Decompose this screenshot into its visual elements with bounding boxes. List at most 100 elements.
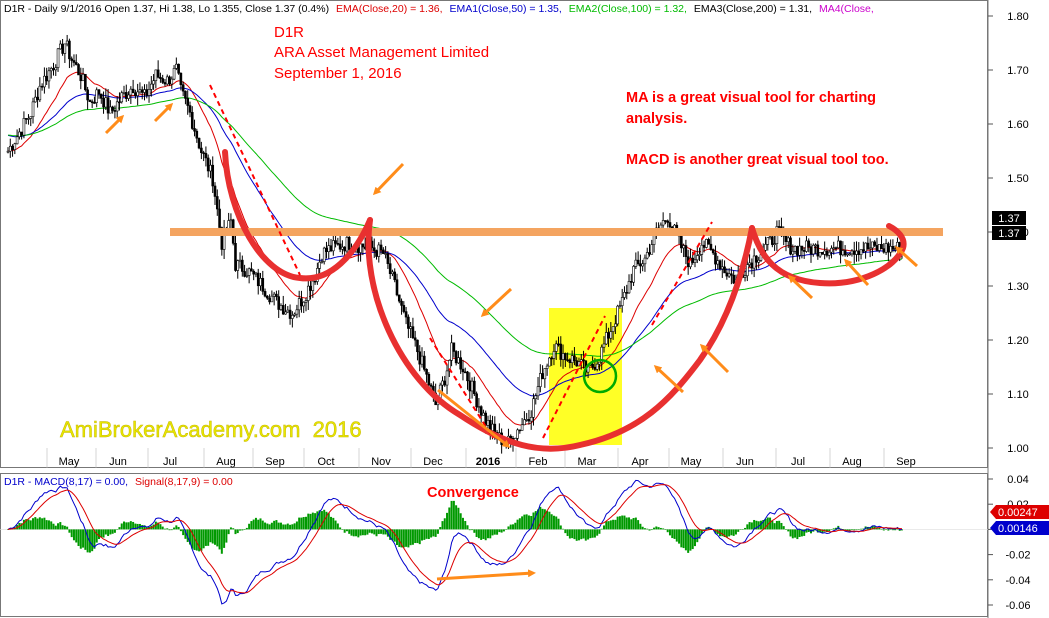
candle-body xyxy=(177,63,180,74)
candle-body xyxy=(684,245,688,258)
candle-body xyxy=(746,264,749,277)
x-tick-label: Mar xyxy=(578,456,597,468)
macd-hist-bar xyxy=(534,511,537,530)
macd-hist-bar xyxy=(409,529,412,546)
candle-body xyxy=(343,246,346,252)
candle-body xyxy=(866,242,870,250)
macd-hist-bar xyxy=(687,529,690,553)
macd-hist-bar xyxy=(43,517,46,530)
macd-hist-bar xyxy=(466,525,469,530)
macd-hist-bar xyxy=(803,529,806,536)
macd-hist-bar xyxy=(75,529,78,543)
candle-body xyxy=(175,63,178,69)
macd-hist-bar xyxy=(143,525,146,530)
candle-body xyxy=(200,147,203,154)
svg-text:0.00247: 0.00247 xyxy=(998,507,1038,519)
macd-hist-bar xyxy=(443,518,446,530)
candle-body xyxy=(113,110,117,112)
x-tick-label: Jun xyxy=(736,456,754,468)
macd-hist-bar xyxy=(232,528,235,530)
candle-body xyxy=(791,250,795,255)
candle-body xyxy=(416,339,419,353)
macd-hist-bar xyxy=(730,529,733,536)
macd-hist-bar xyxy=(209,529,212,543)
macd-hist-bar xyxy=(860,528,863,530)
macd-hist-bar xyxy=(100,529,103,538)
candle-body xyxy=(732,274,735,284)
macd-hist-bar xyxy=(680,529,683,548)
macd-hist-bar xyxy=(584,529,587,541)
macd-hist-bar xyxy=(448,507,451,530)
macd-hist-bar xyxy=(748,522,751,530)
macd-hist-bar xyxy=(54,525,57,530)
macd-hist-bar xyxy=(471,529,474,531)
x-tick-label: Jun xyxy=(109,456,127,468)
candle-body xyxy=(459,357,462,370)
candle-body xyxy=(29,116,33,119)
candle-body xyxy=(11,145,14,150)
candle-body xyxy=(561,353,565,360)
macd-hist-bar xyxy=(320,511,323,530)
macd-hist-bar xyxy=(254,517,257,530)
macd-hist-bar xyxy=(284,524,287,530)
macd-hist-bar xyxy=(336,523,339,530)
candle-body xyxy=(375,250,378,257)
macd-hist-bar xyxy=(32,518,35,530)
macd-hist-bar xyxy=(591,529,594,538)
macd-hist-bar xyxy=(334,520,337,530)
candle-body xyxy=(682,245,685,249)
candle-body xyxy=(336,243,340,245)
candle-body xyxy=(445,370,449,386)
candle-body xyxy=(461,368,465,373)
macd-hist-bar xyxy=(784,529,787,530)
candle-body xyxy=(830,247,833,253)
candle-body xyxy=(8,145,12,152)
candle-body xyxy=(145,89,149,96)
svg-text:1.37: 1.37 xyxy=(998,228,1019,240)
candle-body xyxy=(650,244,654,255)
candle-body xyxy=(45,75,48,82)
candle-body xyxy=(277,296,281,310)
candle-body xyxy=(263,291,267,297)
macd-hist-bar xyxy=(650,529,653,531)
candle-body xyxy=(850,250,854,255)
candle-body xyxy=(413,337,417,341)
macd-hist-bar xyxy=(607,521,610,530)
signal-line xyxy=(7,484,903,594)
candle-body xyxy=(707,239,710,245)
ema50-line xyxy=(7,87,903,397)
candle-body xyxy=(807,240,811,247)
macd-hist-bar xyxy=(29,520,32,530)
macd-hist-bar xyxy=(163,528,166,530)
candle-body xyxy=(618,305,622,307)
macd-hist-bar xyxy=(241,529,244,531)
macd-hist-bar xyxy=(84,529,87,550)
macd-hist-bar xyxy=(63,525,66,530)
macd-hist-bar xyxy=(345,529,348,532)
candle-body xyxy=(441,380,444,386)
candle-body xyxy=(600,346,604,363)
candle-body xyxy=(161,78,164,83)
macd-hist-bar xyxy=(775,520,778,530)
macd-hist-bar xyxy=(275,520,278,530)
macd-panel xyxy=(0,473,988,617)
candle-body xyxy=(602,343,606,348)
candle-body xyxy=(281,305,285,315)
macd-hist-bar xyxy=(869,527,872,530)
candle-body xyxy=(711,249,715,254)
candle-body xyxy=(529,417,533,422)
macd-hist-bar xyxy=(830,529,833,530)
macd-hist-bar xyxy=(161,526,164,530)
macd-hist-bar xyxy=(844,529,847,531)
macd-hist-bar xyxy=(477,529,480,539)
candle-body xyxy=(855,250,858,255)
candle-body xyxy=(454,351,458,364)
macd-hist-bar xyxy=(564,529,567,534)
macd-hist-bar xyxy=(762,520,765,530)
macd-hist-bar xyxy=(559,525,562,530)
macd-hist-bar xyxy=(791,529,794,539)
candle-body xyxy=(614,323,617,328)
macd-hist-bar xyxy=(741,529,744,530)
candle-body xyxy=(184,90,187,99)
macd-hist-bar xyxy=(612,519,615,530)
